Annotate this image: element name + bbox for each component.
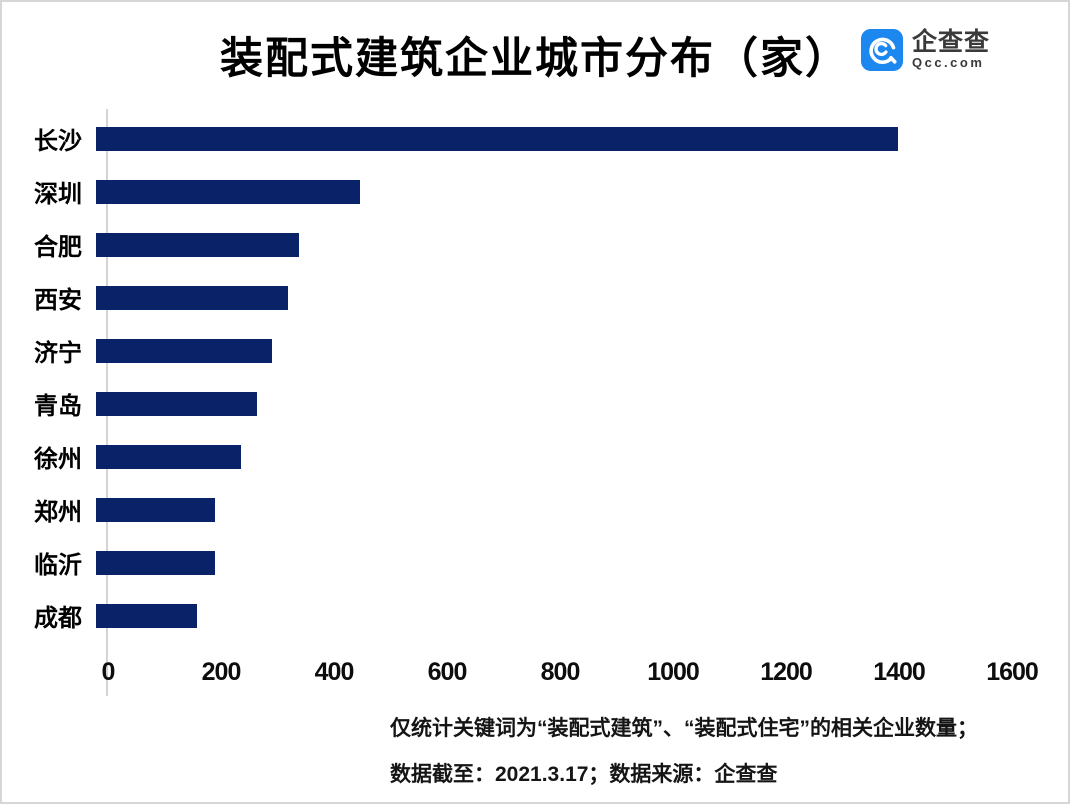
x-axis: 0 200 400 600 800 1000 1200 1400 1600: [102, 652, 1039, 692]
bar: [96, 338, 273, 363]
footnote-line-2: 数据截至：2021.3.17；数据来源：企查查: [390, 763, 778, 786]
bar: [96, 444, 242, 469]
bar: [96, 126, 899, 151]
category-label: 济宁: [34, 340, 82, 367]
qcc-logo-icon: [860, 29, 903, 71]
x-tick-label: 200: [201, 658, 242, 686]
x-tick-label: 0: [101, 658, 116, 686]
bar-track: [96, 285, 1000, 310]
bar: [96, 285, 289, 310]
bar-track: [96, 232, 1000, 257]
category-label: 长沙: [34, 128, 82, 155]
bar-track: [96, 179, 1000, 204]
qcc-logo-text: 企查查 Qcc.com: [912, 29, 990, 71]
category-label: 成都: [34, 605, 82, 632]
bar-row: 郑州: [2, 483, 1068, 536]
category-label: 徐州: [34, 446, 82, 473]
qcc-logo-name: 企查查: [911, 28, 990, 56]
bar-row: 临沂: [2, 536, 1068, 589]
bar-row: 成都: [2, 589, 1068, 642]
bar-track: [96, 603, 1000, 628]
bar-row: 西安: [2, 271, 1068, 324]
bar-row: 合肥: [2, 218, 1068, 271]
bar-track: [96, 338, 1000, 363]
bar-row: 徐州: [2, 430, 1068, 483]
bar: [96, 179, 361, 204]
page-title: 装配式建筑企业城市分布（家）: [220, 35, 850, 83]
footnotes: 仅统计关键词为“装配式建筑”、“装配式住宅”的相关企业数量； 数据截至：2021…: [2, 706, 1068, 798]
x-tick-label: 600: [427, 658, 468, 686]
qcc-logo-domain: Qcc.com: [911, 55, 985, 70]
category-label: 临沂: [34, 552, 82, 579]
bar-track: [96, 391, 1000, 416]
x-tick-label: 400: [314, 658, 355, 686]
bar-track: [96, 444, 1000, 469]
bar-row: 济宁: [2, 324, 1068, 377]
bar-row: 深圳: [2, 165, 1068, 218]
bar-track: [96, 497, 1000, 522]
x-tick-label: 800: [540, 658, 581, 686]
footnote-line-1: 仅统计关键词为“装配式建筑”、“装配式住宅”的相关企业数量；: [390, 717, 978, 740]
x-tick-label: 1600: [986, 658, 1039, 686]
category-label: 郑州: [34, 499, 82, 526]
category-label: 深圳: [34, 181, 82, 208]
category-label: 西安: [34, 287, 82, 314]
bar: [96, 391, 258, 416]
bar: [96, 497, 215, 522]
category-label: 青岛: [34, 393, 82, 420]
bar-row: 青岛: [2, 377, 1068, 430]
x-tick-label: 1400: [873, 658, 926, 686]
qcc-logo: 企查查 Qcc.com: [860, 29, 990, 71]
bar-chart: 长沙深圳合肥西安济宁青岛徐州郑州临沂成都 0 200 400 600 800 1000 12…: [2, 109, 1068, 696]
category-label: 合肥: [34, 234, 82, 261]
bar-track: [96, 550, 1000, 575]
bar-rows: 长沙深圳合肥西安济宁青岛徐州郑州临沂成都: [2, 112, 1068, 642]
bar-track: [96, 126, 1000, 151]
bar: [96, 232, 300, 257]
bar: [96, 550, 215, 575]
bar-row: 长沙: [2, 112, 1068, 165]
header: 装配式建筑企业城市分布（家） 企查查 Qcc.com: [2, 2, 1068, 104]
bar: [96, 603, 198, 628]
x-tick-label: 1200: [760, 658, 813, 686]
x-tick-label: 1000: [647, 658, 700, 686]
